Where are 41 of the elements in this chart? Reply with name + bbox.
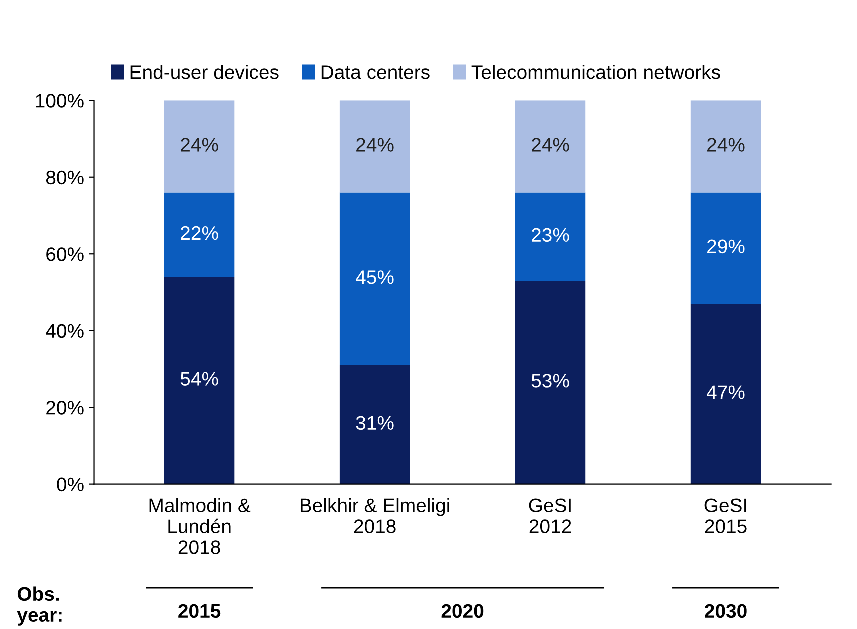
- bar: [690, 100, 762, 193]
- y-tick-label: 100%: [36, 94, 84, 108]
- data-label: 45%: [356, 270, 394, 284]
- data-label: 24%: [708, 138, 745, 152]
- bar: [340, 192, 410, 366]
- data-label: 47%: [706, 386, 745, 400]
- bar: [164, 277, 235, 484]
- text: 2015: [178, 604, 221, 618]
- legend-label: End-user devices: [130, 65, 279, 80]
- data-label: 24%: [532, 138, 570, 152]
- y-tick-label: 60%: [46, 248, 84, 262]
- data-label: 22%: [181, 226, 218, 240]
- data-label: 24%: [181, 138, 218, 152]
- data-label: 24%: [356, 138, 394, 152]
- x-tick-label: Malmodin & Lundén 2018: [150, 498, 251, 554]
- y-tick-label: 20%: [46, 401, 84, 415]
- data-label: 54%: [180, 372, 218, 386]
- data-label: 31%: [356, 416, 394, 430]
- bar: [164, 192, 235, 278]
- bar: [515, 280, 586, 484]
- bar: [164, 100, 235, 193]
- bar: [515, 192, 586, 281]
- data-label: 29%: [708, 240, 745, 254]
- bar: [515, 100, 586, 193]
- legend-label: Telecommunication networks: [472, 65, 720, 80]
- bar: [690, 304, 762, 484]
- y-tick-label: 0%: [57, 478, 84, 492]
- data-label: 53%: [532, 374, 570, 388]
- bar: [690, 192, 762, 304]
- x-tick-label: Belkhir & Elmeligi 2018: [300, 498, 450, 534]
- legend-label: Data centers: [322, 66, 430, 80]
- y-tick-label: 40%: [46, 324, 84, 338]
- bar: [340, 365, 410, 484]
- x-tick-label: GeSI 2012: [529, 498, 572, 534]
- x-tick-label: GeSI 2015: [704, 498, 747, 534]
- bar: [340, 100, 410, 193]
- text: 2030: [705, 604, 747, 618]
- data-label: 23%: [532, 228, 570, 242]
- text: 2020: [442, 604, 484, 618]
- text: Obs. year:: [17, 586, 62, 626]
- y-tick-label: 80%: [46, 170, 84, 185]
